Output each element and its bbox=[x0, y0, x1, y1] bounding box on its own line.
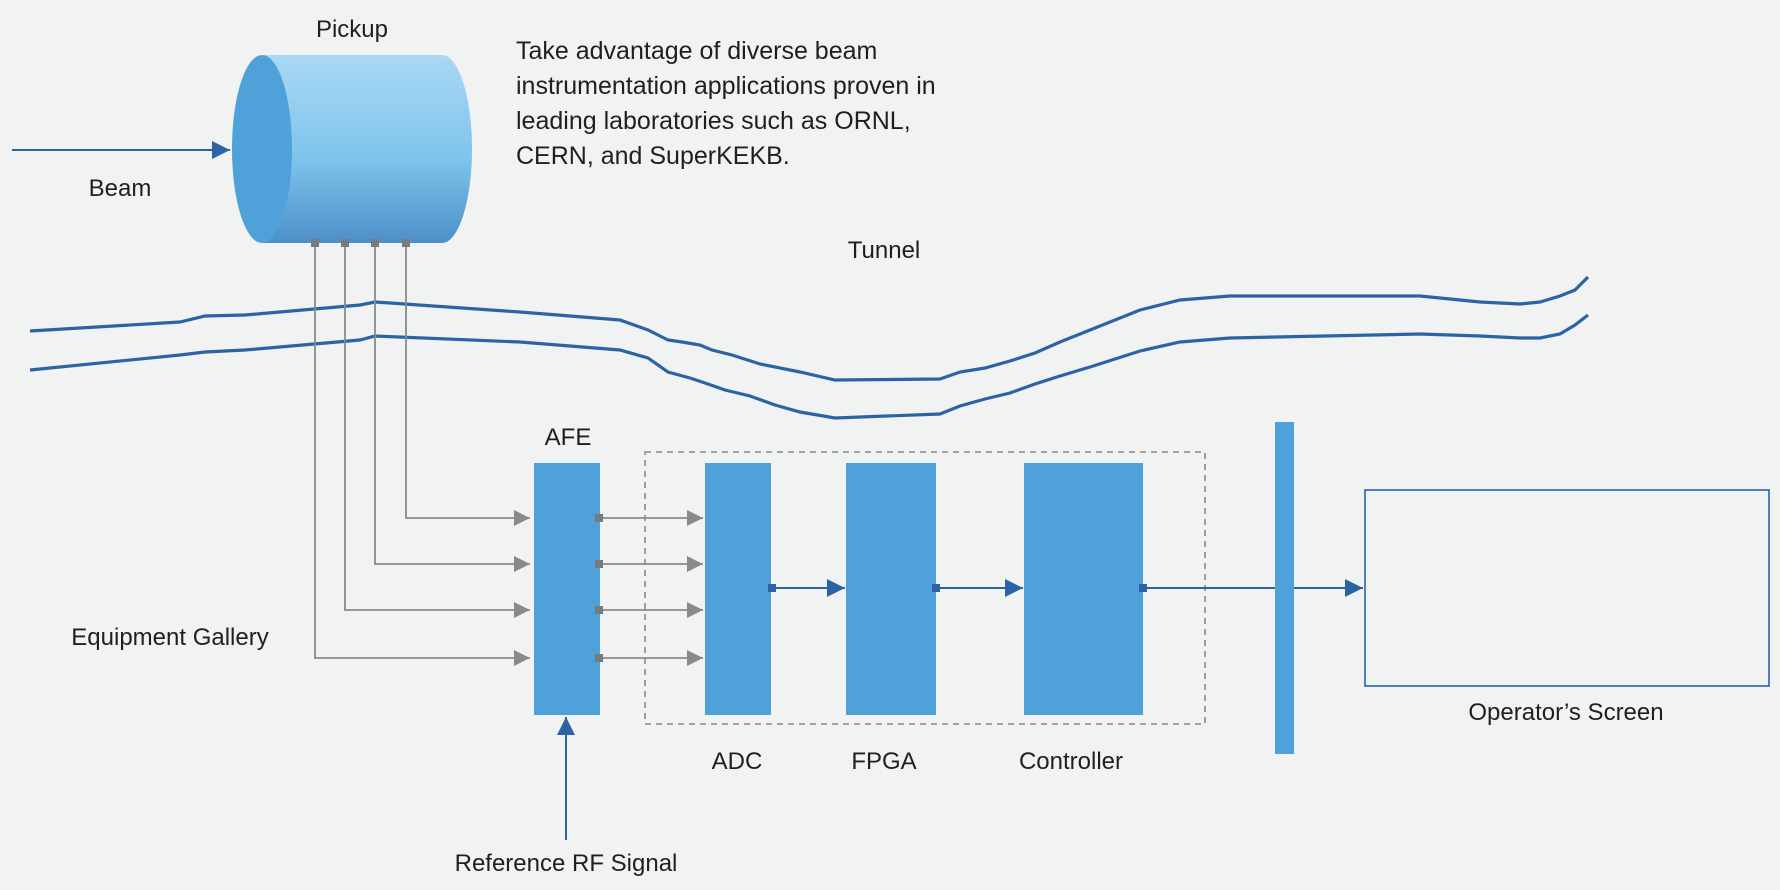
cable-2 bbox=[374, 243, 530, 572]
controller-block bbox=[1024, 463, 1143, 715]
cable-4 bbox=[314, 243, 530, 666]
adc-block bbox=[705, 463, 771, 715]
cable-3 bbox=[344, 243, 530, 618]
afe-label: AFE bbox=[545, 424, 592, 451]
afe-block bbox=[534, 463, 600, 715]
pickup-cylinder bbox=[232, 55, 472, 243]
pickup-cables bbox=[314, 243, 530, 666]
pickup-label: Pickup bbox=[316, 16, 388, 43]
network-bar bbox=[1275, 422, 1294, 754]
tunnel-upper-wall bbox=[29, 275, 1590, 382]
afe-output-connectors bbox=[595, 514, 603, 662]
chain-connectors bbox=[768, 584, 1147, 592]
cable-1 bbox=[405, 243, 530, 526]
operators-screen bbox=[1364, 489, 1770, 687]
tunnel-label: Tunnel bbox=[848, 237, 921, 264]
reference-rf-label: Reference RF Signal bbox=[455, 850, 678, 877]
pickup-connectors bbox=[311, 239, 410, 247]
description-text: Take advantage of diverse beam instrumen… bbox=[516, 37, 936, 170]
operators-screen-label: Operator’s Screen bbox=[1468, 699, 1663, 726]
afe-to-adc-links bbox=[600, 510, 703, 666]
beam-label: Beam bbox=[89, 175, 152, 202]
controller-label: Controller bbox=[1019, 748, 1123, 775]
equipment-gallery-label: Equipment Gallery bbox=[71, 624, 268, 651]
adc-label: ADC bbox=[712, 748, 763, 775]
fpga-block bbox=[846, 463, 936, 715]
fpga-label: FPGA bbox=[851, 748, 916, 775]
tunnel-lower-wall bbox=[29, 313, 1589, 420]
